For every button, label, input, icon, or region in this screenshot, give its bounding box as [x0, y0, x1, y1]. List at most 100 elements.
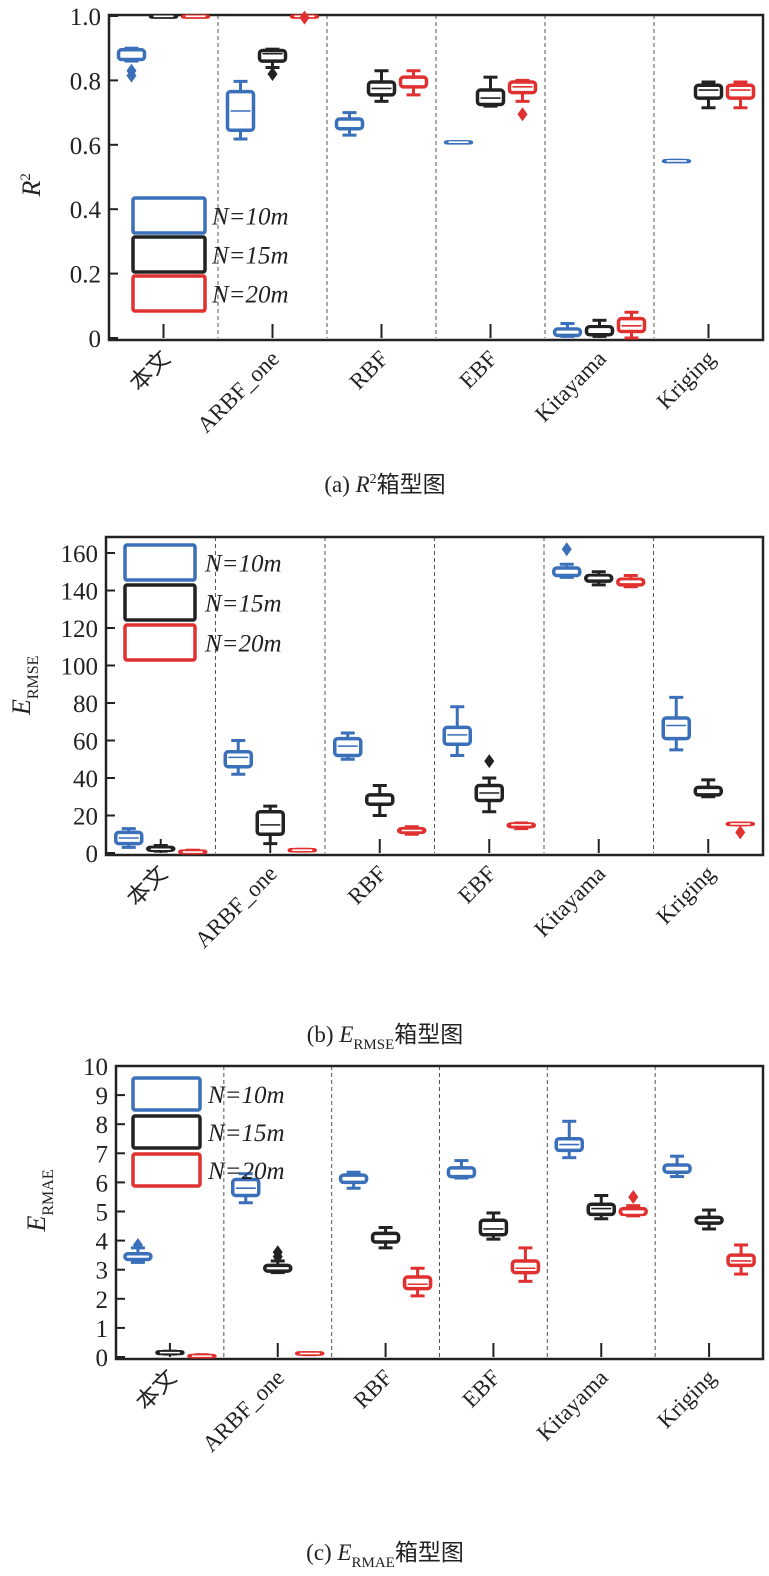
legend-swatch — [131, 274, 207, 313]
box-N=20m-ARBF_one — [287, 847, 317, 853]
caption-suffix: 箱型图 — [377, 472, 446, 497]
box-N=10m-Kriging — [662, 1154, 692, 1179]
y-tick-label: 8 — [96, 1112, 109, 1139]
box-N=20m-ARBF_one — [289, 10, 320, 25]
box-N=20m-EBF — [507, 78, 538, 122]
box-N=20m-RBF — [397, 825, 427, 836]
outlier-marker — [517, 107, 528, 122]
x-tick-label: ARBF_one — [198, 1365, 290, 1457]
x-tick-label: RBF — [345, 346, 393, 394]
box-N=15m-本文 — [148, 14, 179, 19]
box-body — [365, 793, 395, 806]
box-N=15m-Kitayama — [586, 1193, 616, 1221]
x-tick-label: EBF — [455, 346, 503, 394]
y-tick-label: 2 — [96, 1287, 109, 1314]
box-N=20m-Kitayama — [616, 574, 646, 589]
box-N=15m-本文 — [146, 844, 176, 853]
y-tick-label: 100 — [61, 654, 99, 681]
box-N=15m-ARBF_one — [263, 1245, 293, 1275]
y-tick-label: 80 — [73, 691, 98, 718]
box-N=20m-Kriging — [725, 80, 756, 110]
legend-label: N=10m — [207, 1082, 285, 1109]
outlier-marker — [132, 1237, 143, 1252]
outlier-marker — [484, 754, 495, 769]
legend-label: N=15m — [207, 1120, 285, 1147]
x-tick-label: ARBF_one — [192, 346, 284, 438]
legend-swatch — [123, 583, 197, 622]
y-axis-label-var: R — [17, 181, 46, 198]
y-tick-label: 40 — [73, 766, 98, 793]
x-tick-label: Kriging — [652, 346, 721, 415]
y-tick-label: 120 — [61, 616, 99, 643]
caption-variable: R — [355, 472, 370, 497]
box-N=20m-ARBF_one — [295, 1351, 325, 1357]
legend-label: N=15m — [211, 243, 289, 270]
box-N=20m-RBF — [398, 69, 429, 97]
box-body — [333, 736, 363, 758]
x-tick-label: Kitayama — [532, 1365, 613, 1446]
outlier-marker — [267, 66, 278, 81]
box-N=15m-ARBF_one — [255, 804, 285, 846]
y-tick-label: 9 — [96, 1083, 109, 1110]
box-N=15m-EBF — [475, 75, 506, 108]
legend-swatch — [131, 1076, 202, 1112]
box-body — [584, 573, 614, 583]
legend-swatch — [131, 1114, 202, 1150]
caption-sup: 2 — [370, 472, 377, 487]
legend-swatch — [123, 543, 197, 582]
y-tick-label: 1.0 — [70, 4, 101, 31]
legend-label: N=10m — [204, 551, 282, 578]
x-tick-label: EBF — [453, 861, 501, 909]
y-tick-label: 140 — [61, 579, 99, 606]
x-tick-label: Kitayama — [529, 861, 610, 942]
box-N=10m-Kitayama — [554, 1119, 584, 1160]
box-N=10m-ARBF_one — [223, 739, 253, 776]
box-N=15m-Kriging — [693, 778, 723, 799]
box-N=20m-Kriging — [726, 1243, 756, 1276]
legend: N=10m N=15m N=20m — [123, 543, 282, 662]
box-N=15m-Kriging — [693, 80, 724, 110]
box-N=15m-RBF — [366, 69, 397, 103]
y-tick-label: 0 — [96, 1345, 109, 1372]
box-N=10m-本文 — [123, 1237, 153, 1264]
x-tick-label: 本文 — [122, 861, 172, 911]
y-axis-label: ERMSE — [7, 656, 42, 716]
x-tick-label: Kriging — [652, 1365, 721, 1434]
box-N=10m-RBF — [338, 1170, 369, 1190]
box-N=20m-Kitayama — [616, 310, 647, 340]
box-N=15m-RBF — [365, 784, 395, 817]
box-N=20m-EBF — [506, 821, 536, 831]
y-tick-label: 0.4 — [70, 197, 102, 224]
caption-prefix: (c) — [306, 1540, 337, 1565]
box-body — [661, 716, 691, 741]
legend-label: N=10m — [211, 204, 289, 231]
y-tick-label: 6 — [96, 1170, 109, 1197]
box-body — [475, 88, 506, 107]
x-tick-label: ARBF_one — [190, 861, 282, 953]
box-N=10m-Kitayama — [552, 322, 583, 338]
y-tick-label: 3 — [96, 1258, 109, 1285]
outlier-marker — [628, 1189, 639, 1204]
box-N=20m-RBF — [402, 1266, 433, 1298]
box-N=10m-本文 — [114, 827, 144, 849]
box-body — [510, 1259, 541, 1275]
y-tick-label: 10 — [83, 1054, 108, 1081]
box-body — [255, 810, 285, 836]
box-N=10m-EBF — [443, 140, 474, 145]
legend-label: N=20m — [204, 631, 282, 658]
plot-frame — [107, 13, 765, 342]
box-body — [478, 1218, 509, 1237]
legend-swatch — [131, 235, 207, 274]
y-axis-label-sub: RMSE — [25, 656, 42, 700]
box-N=20m-本文 — [178, 848, 208, 855]
x-tick-label: RBF — [349, 1365, 397, 1413]
plot-frame — [104, 535, 765, 857]
x-tick-label: Kriging — [652, 861, 721, 930]
legend: N=10m N=15m N=20m — [131, 196, 289, 313]
caption-variable: E — [336, 1540, 351, 1565]
box-N=15m-Kitayama — [584, 570, 614, 587]
